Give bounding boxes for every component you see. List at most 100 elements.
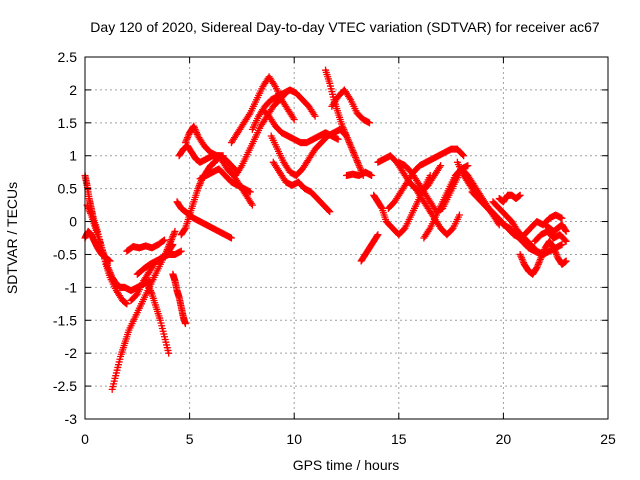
data-point <box>535 259 543 267</box>
data-point <box>195 181 203 189</box>
data-point <box>237 163 245 171</box>
data-point <box>352 153 360 161</box>
data-point <box>246 188 254 196</box>
data-point <box>182 137 190 145</box>
data-point <box>343 132 350 140</box>
data-point <box>351 152 359 160</box>
data-point <box>561 236 569 244</box>
x-tick-label: 0 <box>81 431 89 447</box>
data-point <box>536 255 544 263</box>
data-point <box>354 160 362 168</box>
data-point <box>310 111 318 119</box>
data-point <box>562 237 570 245</box>
data-point <box>345 137 353 145</box>
data-point <box>355 162 363 170</box>
data-point <box>194 185 202 193</box>
data-point <box>425 226 433 234</box>
series-arc-9 <box>169 270 189 328</box>
series-arc-8 <box>144 280 173 357</box>
data-point <box>85 206 93 214</box>
data-point <box>177 247 185 255</box>
series-arc-37 <box>520 211 566 239</box>
data-point <box>519 257 527 265</box>
data-point <box>181 139 189 147</box>
data-point <box>195 183 203 191</box>
data-point <box>539 249 547 257</box>
data-point <box>344 135 352 143</box>
series-arc-13 <box>181 122 227 160</box>
data-point <box>340 127 348 135</box>
data-point <box>192 127 200 135</box>
data-point <box>518 255 526 263</box>
data-point <box>123 300 131 308</box>
x-tick-label: 5 <box>186 431 194 447</box>
data-point <box>184 132 192 140</box>
data-point <box>106 269 114 277</box>
series-arc-4 <box>108 227 179 393</box>
data-point <box>356 163 364 171</box>
data-point <box>86 208 94 216</box>
data-point <box>366 119 374 127</box>
data-point <box>145 283 153 291</box>
data-point <box>311 112 319 120</box>
data-point <box>343 134 351 142</box>
series-arc-21 <box>269 158 334 216</box>
data-point <box>347 144 355 151</box>
y-tick-label: 0.5 <box>58 181 78 197</box>
data-point <box>339 124 347 132</box>
series-arc-5 <box>123 236 168 255</box>
data-point <box>537 254 545 262</box>
data-point <box>550 244 558 252</box>
data-point <box>374 231 382 239</box>
data-point <box>181 320 189 328</box>
data-point <box>193 129 201 137</box>
y-tick-label: 2 <box>69 82 77 98</box>
chart-title: Day 120 of 2020, Sidereal Day-to-day VTE… <box>90 19 600 35</box>
data-point <box>377 203 385 211</box>
data-point <box>248 201 256 209</box>
data-point <box>342 130 350 138</box>
data-point <box>551 247 559 255</box>
data-point <box>181 225 189 233</box>
series-arc-15 <box>217 155 256 209</box>
data-point <box>538 252 546 260</box>
data-point <box>354 158 362 166</box>
data-point <box>533 264 541 272</box>
data-point <box>562 227 570 235</box>
y-axis-label: SDTVAR / TECUs <box>4 182 20 294</box>
data-point <box>147 287 155 295</box>
data-point <box>170 231 178 239</box>
data-point <box>334 135 342 143</box>
data-point <box>552 249 560 257</box>
data-point <box>190 122 198 130</box>
y-tick-label: 0 <box>69 214 77 230</box>
data-point <box>436 163 444 171</box>
data-point <box>147 288 155 296</box>
data-point <box>518 254 526 262</box>
data-point <box>169 232 177 240</box>
data-point <box>190 124 198 132</box>
y-tick-label: -0.5 <box>53 246 77 262</box>
data-point <box>160 236 168 244</box>
data-point <box>349 148 357 156</box>
data-point <box>348 145 356 153</box>
series-arc-24 <box>343 168 376 179</box>
y-tick-label: -1.5 <box>53 312 77 328</box>
data-point <box>338 122 346 130</box>
data-point <box>168 234 176 242</box>
series-arc-22 <box>322 66 367 179</box>
data-point <box>107 270 115 278</box>
data-point <box>106 257 114 265</box>
data-point <box>146 285 154 293</box>
data-point <box>290 116 298 124</box>
series-arc-35 <box>495 191 524 206</box>
data-point <box>460 152 468 160</box>
data-point <box>171 227 179 235</box>
data-point <box>170 229 178 237</box>
data-point <box>437 162 445 170</box>
series-arc-23 <box>328 86 374 127</box>
data-point <box>341 129 349 137</box>
data-point <box>558 214 566 222</box>
data-point <box>184 134 192 142</box>
